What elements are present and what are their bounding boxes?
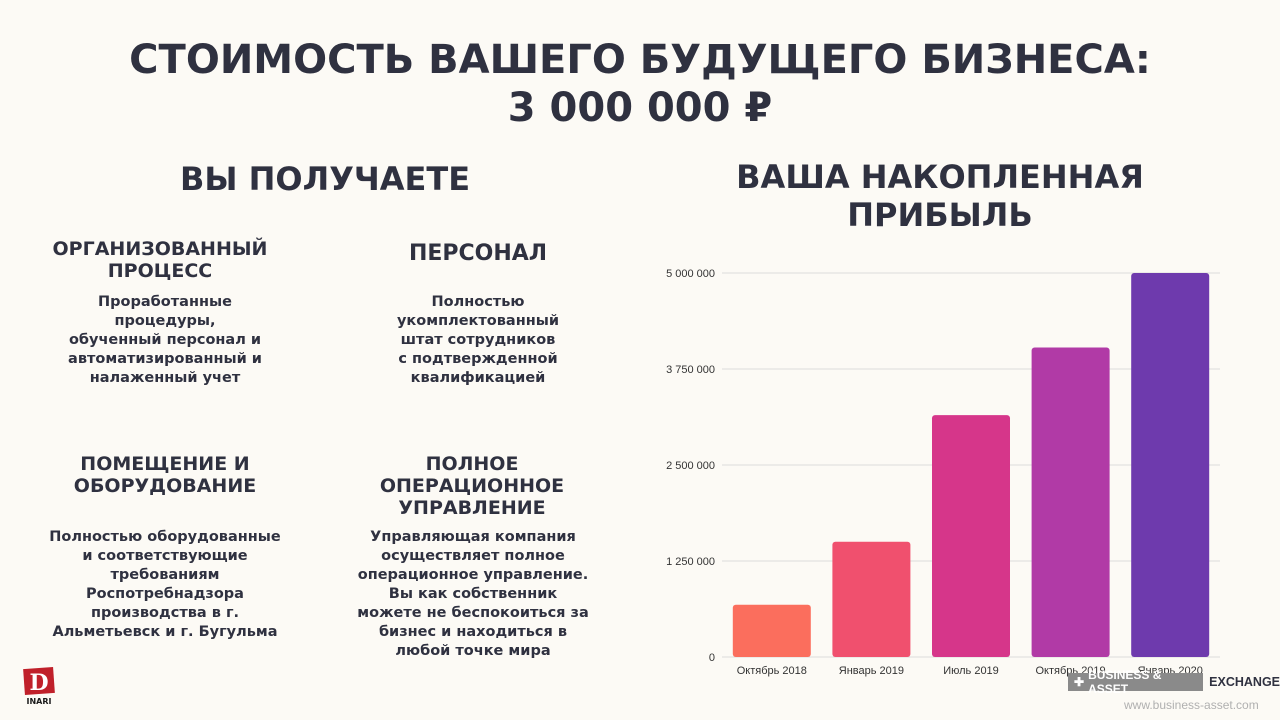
x-tick-label: Июль 2019 bbox=[943, 665, 999, 677]
feature-title-premises: ПОМЕЩЕНИЕ И ОБОРУДОВАНИЕ bbox=[73, 453, 257, 497]
feature-title-management: ПОЛНОЕ ОПЕРАЦИОННОЕ УПРАВЛЕНИЕ bbox=[379, 453, 565, 519]
dinari-logo: D INARI bbox=[22, 666, 56, 706]
feature-text-management: Управляющая компания осуществляет полное… bbox=[357, 529, 589, 659]
y-tick-label: 5 000 000 bbox=[666, 268, 715, 280]
right-heading-line2: ПРИБЫЛЬ bbox=[847, 196, 1033, 234]
bar bbox=[732, 604, 811, 657]
badge-right-text: EXCHANGE bbox=[1209, 675, 1280, 689]
feature-text-personnel: Полностью укомплектованный штат сотрудни… bbox=[396, 294, 560, 386]
y-tick-label: 0 bbox=[709, 652, 715, 664]
bar bbox=[1131, 273, 1210, 657]
badge-left-text: BUSINESS & ASSET bbox=[1088, 668, 1162, 696]
y-tick-label: 3 750 000 bbox=[666, 364, 715, 376]
page-title-price: 3 000 000 ₽ bbox=[507, 85, 773, 131]
logo-letter: D bbox=[29, 670, 48, 696]
exchange-badge: ✚ BUSINESS & ASSET EXCHANGE bbox=[1068, 668, 1280, 696]
feature-text-premises: Полностью оборудованные и соответствующи… bbox=[49, 529, 281, 640]
y-tick-label: 2 500 000 bbox=[666, 460, 715, 472]
profit-bar-chart: 0 1 250 000 2 500 000 3 750 000 5 000 000 Окт… bbox=[666, 268, 1220, 677]
page-title: СТОИМОСТЬ ВАШЕГО БУДУЩЕГО БИЗНЕСА: 3 000… bbox=[0, 36, 1280, 132]
left-section-heading: ВЫ ПОЛУЧАЕТЕ bbox=[179, 160, 471, 198]
feature-text-process: Проработанные процедуры, обученный персо… bbox=[68, 294, 262, 386]
y-tick-label: 1 250 000 bbox=[666, 556, 715, 568]
x-tick-label: Январь 2019 bbox=[839, 665, 904, 677]
page-title-line1: СТОИМОСТЬ ВАШЕГО БУДУЩЕГО БИЗНЕСА: bbox=[129, 37, 1151, 83]
logo-text: INARI bbox=[27, 697, 52, 706]
right-section-heading: ВАША НАКОПЛЕННАЯ ПРИБЫЛЬ bbox=[690, 158, 1190, 234]
x-tick-label: Октябрь 2018 bbox=[737, 665, 807, 677]
feature-title-process: ОРГАНИЗОВАННЫЙ ПРОЦЕСС bbox=[52, 238, 268, 282]
right-heading-line1: ВАША НАКОПЛЕННАЯ bbox=[736, 158, 1144, 196]
plus-icon: ✚ bbox=[1074, 675, 1085, 689]
bar bbox=[1031, 347, 1110, 657]
bar bbox=[832, 541, 911, 657]
badge-left-box: ✚ BUSINESS & ASSET bbox=[1068, 668, 1204, 696]
feature-title-personnel: ПЕРСОНАЛ bbox=[408, 241, 548, 266]
website-url: www.business-asset.com bbox=[1124, 698, 1259, 712]
bar bbox=[932, 415, 1010, 657]
